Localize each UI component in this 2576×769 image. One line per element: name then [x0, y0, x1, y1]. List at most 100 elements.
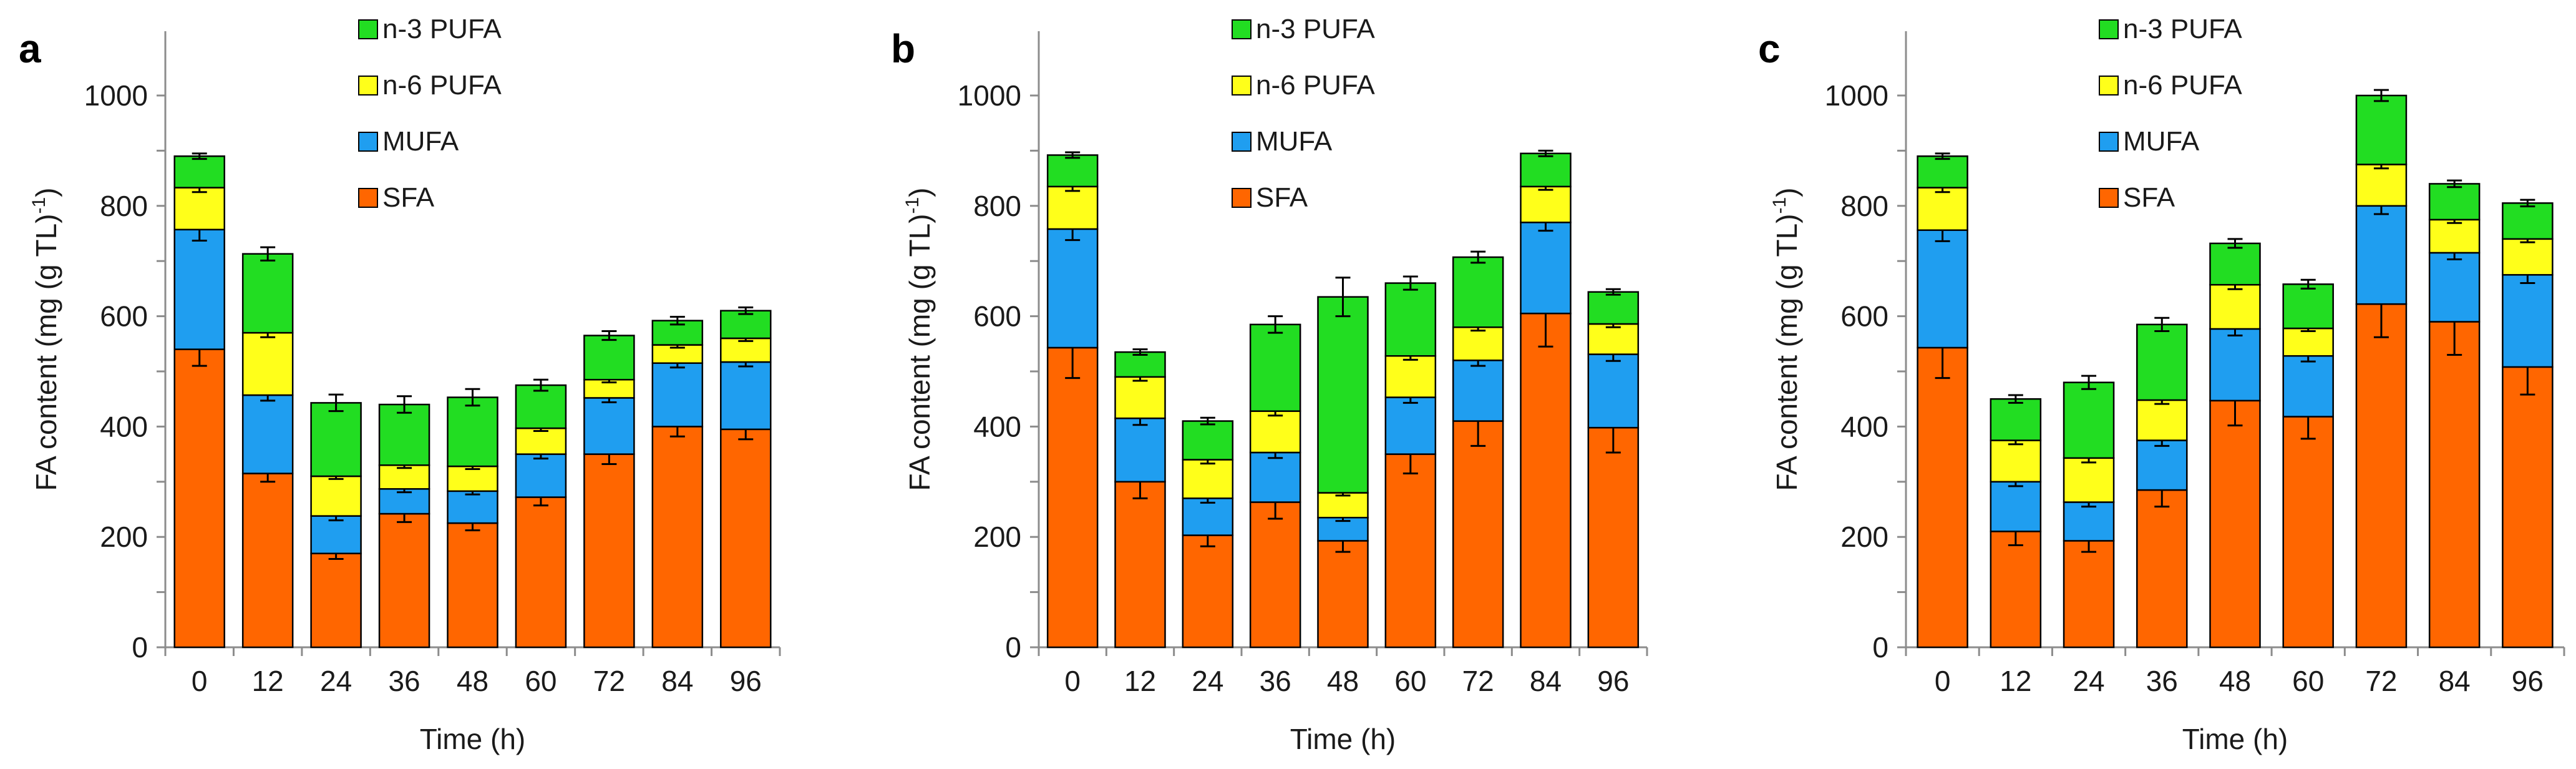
bar-n-6-pufa-36h	[378, 464, 430, 490]
legend-label-n-3-pufa: n-3 PUFA	[1256, 14, 1375, 44]
bar-n-6-pufa-48h	[447, 465, 498, 492]
x-tick-label: 96	[730, 665, 762, 697]
x-tick-label: 48	[2219, 665, 2251, 697]
bar-sfa-24h	[2063, 540, 2115, 649]
bar-n-3-pufa-24h	[1182, 420, 1234, 461]
legend-label-sfa: SFA	[1256, 182, 1308, 213]
bar-n-6-pufa-72h	[1452, 326, 1504, 361]
bar-n-6-pufa-96h	[2502, 238, 2554, 276]
x-tick-label: 0	[1064, 665, 1081, 697]
legend-label-sfa: SFA	[382, 182, 435, 213]
bar-n-6-pufa-12h	[1990, 439, 2042, 483]
bar-n-3-pufa-48h	[447, 396, 498, 468]
bar-n-3-pufa-12h	[241, 253, 294, 334]
bar-n-3-pufa-96h	[2502, 202, 2554, 240]
bar-sfa-24h	[310, 552, 362, 649]
bar-sfa-36h	[1249, 501, 1301, 649]
bar-n-3-pufa-24h	[2063, 381, 2115, 459]
legend-swatch-n-6-pufa	[1232, 76, 1252, 96]
x-tick-label: 0	[1935, 665, 1951, 697]
x-tick-label: 48	[1327, 665, 1359, 697]
bar-mufa-60h	[2282, 355, 2334, 418]
x-axis-title: Time (h)	[420, 723, 526, 755]
bar-sfa-72h	[2355, 303, 2408, 649]
y-tick-label: 1000	[84, 79, 148, 112]
x-tick-label: 72	[2365, 665, 2397, 697]
legend-label-n-6-pufa: n-6 PUFA	[2123, 70, 2242, 100]
x-tick-label: 36	[1260, 665, 1291, 697]
x-tick-label: 84	[1530, 665, 1562, 697]
x-tick-label: 72	[1462, 665, 1494, 697]
y-tick-label: 0	[1872, 631, 1888, 664]
bar-n-6-pufa-48h	[2209, 283, 2261, 330]
bar-sfa-84h	[651, 426, 704, 649]
x-tick-label: 60	[525, 665, 557, 697]
y-tick-label: 600	[973, 300, 1021, 333]
bar-mufa-12h	[1114, 417, 1166, 483]
y-axis-title-main: FA content (mg (g TL)	[903, 214, 936, 491]
bar-sfa-60h	[2282, 416, 2334, 649]
bar-n-6-pufa-12h	[241, 331, 294, 396]
bar-n-6-pufa-84h	[2428, 218, 2481, 254]
legend-swatch-n-6-pufa	[358, 76, 378, 96]
bar-mufa-24h	[1182, 497, 1234, 536]
x-tick-label: 60	[1394, 665, 1426, 697]
bar-n-3-pufa-84h	[1520, 152, 1572, 188]
legend-label-n-6-pufa: n-6 PUFA	[382, 70, 502, 100]
panel-letter: b	[891, 26, 915, 71]
legend-swatch-sfa	[2099, 188, 2119, 208]
y-tick-label: 800	[100, 190, 148, 222]
bar-sfa-0h	[1917, 346, 1968, 649]
bar-n-6-pufa-36h	[1249, 410, 1301, 454]
y-tick-label: 400	[1840, 410, 1888, 443]
bar-sfa-12h	[1990, 531, 2042, 649]
y-tick-label: 400	[973, 410, 1021, 443]
bar-n-6-pufa-24h	[310, 475, 362, 517]
y-tick-label: 200	[100, 521, 148, 553]
chart-panel-c: c 0 200 400 600 800 1000 0 12 24 36 48 60 72 84 96 Time …	[1758, 14, 2565, 755]
bar-n-6-pufa-0h	[173, 187, 225, 231]
bar-n-3-pufa-48h	[2209, 242, 2261, 286]
bar-mufa-96h	[2502, 274, 2554, 368]
bar-n-6-pufa-60h	[515, 427, 567, 455]
bar-n-6-pufa-0h	[1917, 187, 1968, 231]
legend-swatch-mufa	[2099, 132, 2119, 152]
bar-mufa-12h	[241, 394, 294, 474]
y-axis-title-close: )	[30, 187, 62, 197]
panel-letter: a	[19, 26, 41, 71]
bar-sfa-0h	[1046, 346, 1099, 649]
chart-panel-b: b 0 200 400 600 800 1000 0 12 24 36 48 60 72 84 96 Time …	[891, 14, 1648, 755]
bar-mufa-48h	[447, 490, 498, 524]
y-tick-label: 400	[100, 410, 148, 443]
bar-sfa-48h	[1317, 540, 1369, 649]
bar-sfa-12h	[241, 473, 294, 649]
bar-mufa-72h	[1452, 360, 1504, 422]
x-tick-label: 12	[1124, 665, 1156, 697]
x-tick-label: 60	[2292, 665, 2324, 697]
bar-sfa-12h	[1114, 481, 1166, 649]
y-tick-label: 800	[1840, 190, 1888, 222]
bar-n-6-pufa-24h	[2063, 457, 2115, 503]
x-axis-title: Time (h)	[1290, 723, 1396, 755]
bar-n-6-pufa-72h	[2355, 164, 2408, 207]
y-axis-title-close: )	[903, 187, 936, 197]
y-axis-title: FA content (mg (g TL)-1)	[29, 187, 62, 491]
bar-sfa-96h	[2502, 366, 2554, 649]
bar-mufa-84h	[651, 362, 704, 428]
bar-n-3-pufa-48h	[1317, 296, 1369, 494]
bar-mufa-12h	[1990, 481, 2042, 532]
bar-n-6-pufa-0h	[1046, 185, 1099, 230]
legend-label-mufa: MUFA	[382, 126, 459, 157]
bar-sfa-48h	[2209, 399, 2261, 649]
bar-sfa-60h	[515, 496, 567, 649]
legend-label-n-3-pufa: n-3 PUFA	[382, 14, 502, 44]
bar-n-6-pufa-60h	[2282, 327, 2334, 357]
bar-mufa-72h	[583, 397, 635, 455]
y-tick-label: 200	[973, 521, 1021, 553]
y-tick-label: 0	[132, 631, 148, 664]
legend-label-mufa: MUFA	[2123, 126, 2200, 157]
x-axis-title: Time (h)	[2182, 723, 2288, 755]
legend-label-n-3-pufa: n-3 PUFA	[2123, 14, 2242, 44]
